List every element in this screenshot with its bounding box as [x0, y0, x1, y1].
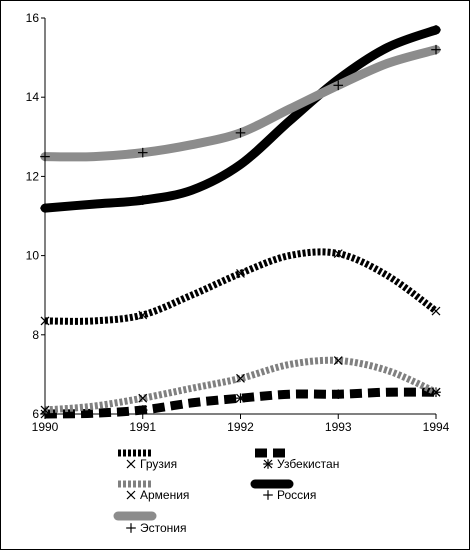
data-point-uzbekistan-1993 — [333, 389, 344, 399]
data-point-estonia-1991 — [137, 147, 148, 158]
legend-item-georgia: Грузия — [118, 449, 177, 471]
y-tick-label-6: 6 — [32, 407, 39, 421]
data-point-armenia-1994 — [431, 387, 441, 397]
x-tick-label-1990: 1990 — [32, 420, 59, 434]
series-line-georgia — [44, 248, 439, 325]
legend-marker-estonia — [126, 523, 136, 533]
legend-marker-armenia — [126, 490, 136, 500]
series-line-russia — [40, 25, 441, 213]
x-tick-label-1993: 1993 — [325, 420, 352, 434]
legend-label-russia: Россия — [277, 488, 316, 502]
series-line-uzbekistan — [44, 387, 437, 419]
data-point-armenia-1992 — [236, 373, 245, 383]
legend-item-estonia: Эстония — [113, 511, 187, 535]
x-tick-label-1994: 1994 — [423, 420, 450, 434]
data-point-armenia-1993 — [333, 356, 343, 365]
data-point-armenia-1991 — [138, 393, 148, 403]
x-tick-label-1991: 1991 — [129, 420, 156, 434]
data-point-georgia-1992 — [236, 268, 245, 278]
axes: 6 8 10 12 14 16 1990 1991 1992 1993 1994 — [26, 11, 450, 434]
data-point-russia-1991 — [137, 195, 148, 205]
data-point-georgia-1991 — [138, 310, 148, 320]
y-tick-label-16: 16 — [26, 11, 40, 25]
data-point-russia-1994 — [431, 25, 441, 35]
data-point-russia-1992 — [235, 159, 246, 170]
data-point-uzbekistan-1991 — [137, 405, 148, 415]
x-tick-label-1992: 1992 — [227, 420, 254, 434]
legend-label-armenia: Армения — [140, 488, 189, 502]
data-point-estonia-1992 — [235, 128, 246, 138]
legend-label-estonia: Эстония — [140, 521, 187, 535]
data-point-uzbekistan-1992 — [235, 393, 246, 403]
legend-item-russia: Россия — [250, 479, 316, 502]
data-point-georgia-1994 — [431, 306, 441, 316]
y-tick-label-14: 14 — [26, 90, 40, 104]
data-point-estonia-1993 — [333, 80, 344, 91]
y-tick-label-8: 8 — [32, 328, 39, 342]
y-tick-label-12: 12 — [26, 169, 40, 183]
plot-area — [40, 25, 441, 419]
legend-item-uzbekistan: Узбекистан — [255, 448, 339, 471]
data-point-georgia-1993 — [333, 249, 343, 259]
legend-marker-uzbekistan — [263, 459, 273, 469]
legend-item-armenia: Армения — [118, 480, 189, 502]
legend: Грузия Узбекистан Армения Россия Эстония — [113, 448, 339, 535]
y-tick-label-10: 10 — [26, 249, 40, 263]
data-point-estonia-1994 — [431, 44, 441, 55]
series-line-estonia — [40, 45, 441, 162]
legend-label-uzbekistan: Узбекистан — [277, 457, 339, 471]
legend-label-georgia: Грузия — [140, 457, 177, 471]
legend-marker-russia — [263, 490, 273, 500]
legend-marker-georgia — [126, 459, 136, 469]
